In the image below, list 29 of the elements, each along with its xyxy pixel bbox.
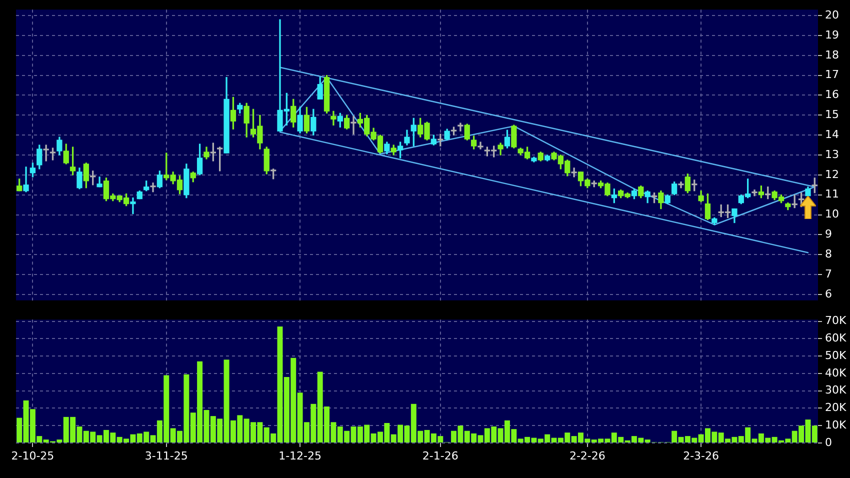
y-tick-label: 11 bbox=[825, 188, 839, 201]
x-tick-label: 2-3-26 bbox=[683, 449, 720, 462]
y-tick-label: 17 bbox=[825, 68, 839, 82]
x-tick-label: 2-1-26 bbox=[422, 449, 458, 462]
x-tick-label: 2-10-25 bbox=[11, 449, 54, 462]
y-tick-label: 14 bbox=[825, 128, 839, 141]
y-tick-label: 9 bbox=[825, 228, 832, 241]
y-tick-label: 19 bbox=[825, 28, 839, 42]
y-tick-label: 18 bbox=[825, 48, 839, 62]
y-tick-label: 6 bbox=[825, 287, 832, 300]
y-tick-label: 8 bbox=[825, 247, 832, 260]
y-tick-label: 7 bbox=[825, 267, 832, 280]
y-tick-label: 30K bbox=[825, 384, 847, 397]
y-tick-label: 20 bbox=[825, 8, 839, 22]
x-tick-label: 1-12-25 bbox=[278, 449, 322, 462]
y-tick-label: 13 bbox=[825, 148, 839, 161]
y-tick-label: 16 bbox=[825, 88, 839, 102]
y-tick-label: 70K bbox=[825, 314, 847, 328]
y-tick-label: 12 bbox=[825, 168, 839, 181]
y-tick-label: 0 bbox=[825, 436, 832, 449]
y-tick-label: 10 bbox=[825, 208, 839, 221]
x-tick-label: 3-11-25 bbox=[144, 449, 188, 462]
y-tick-label: 20K bbox=[825, 401, 847, 414]
y-tick-label: 40K bbox=[825, 366, 847, 380]
y-tick-label: 10K bbox=[825, 418, 847, 432]
x-tick-label: 2-2-26 bbox=[569, 449, 606, 462]
y-tick-label: 60K bbox=[825, 332, 847, 345]
y-tick-label: 15 bbox=[825, 108, 839, 122]
y-tick-label: 50K bbox=[825, 348, 847, 362]
